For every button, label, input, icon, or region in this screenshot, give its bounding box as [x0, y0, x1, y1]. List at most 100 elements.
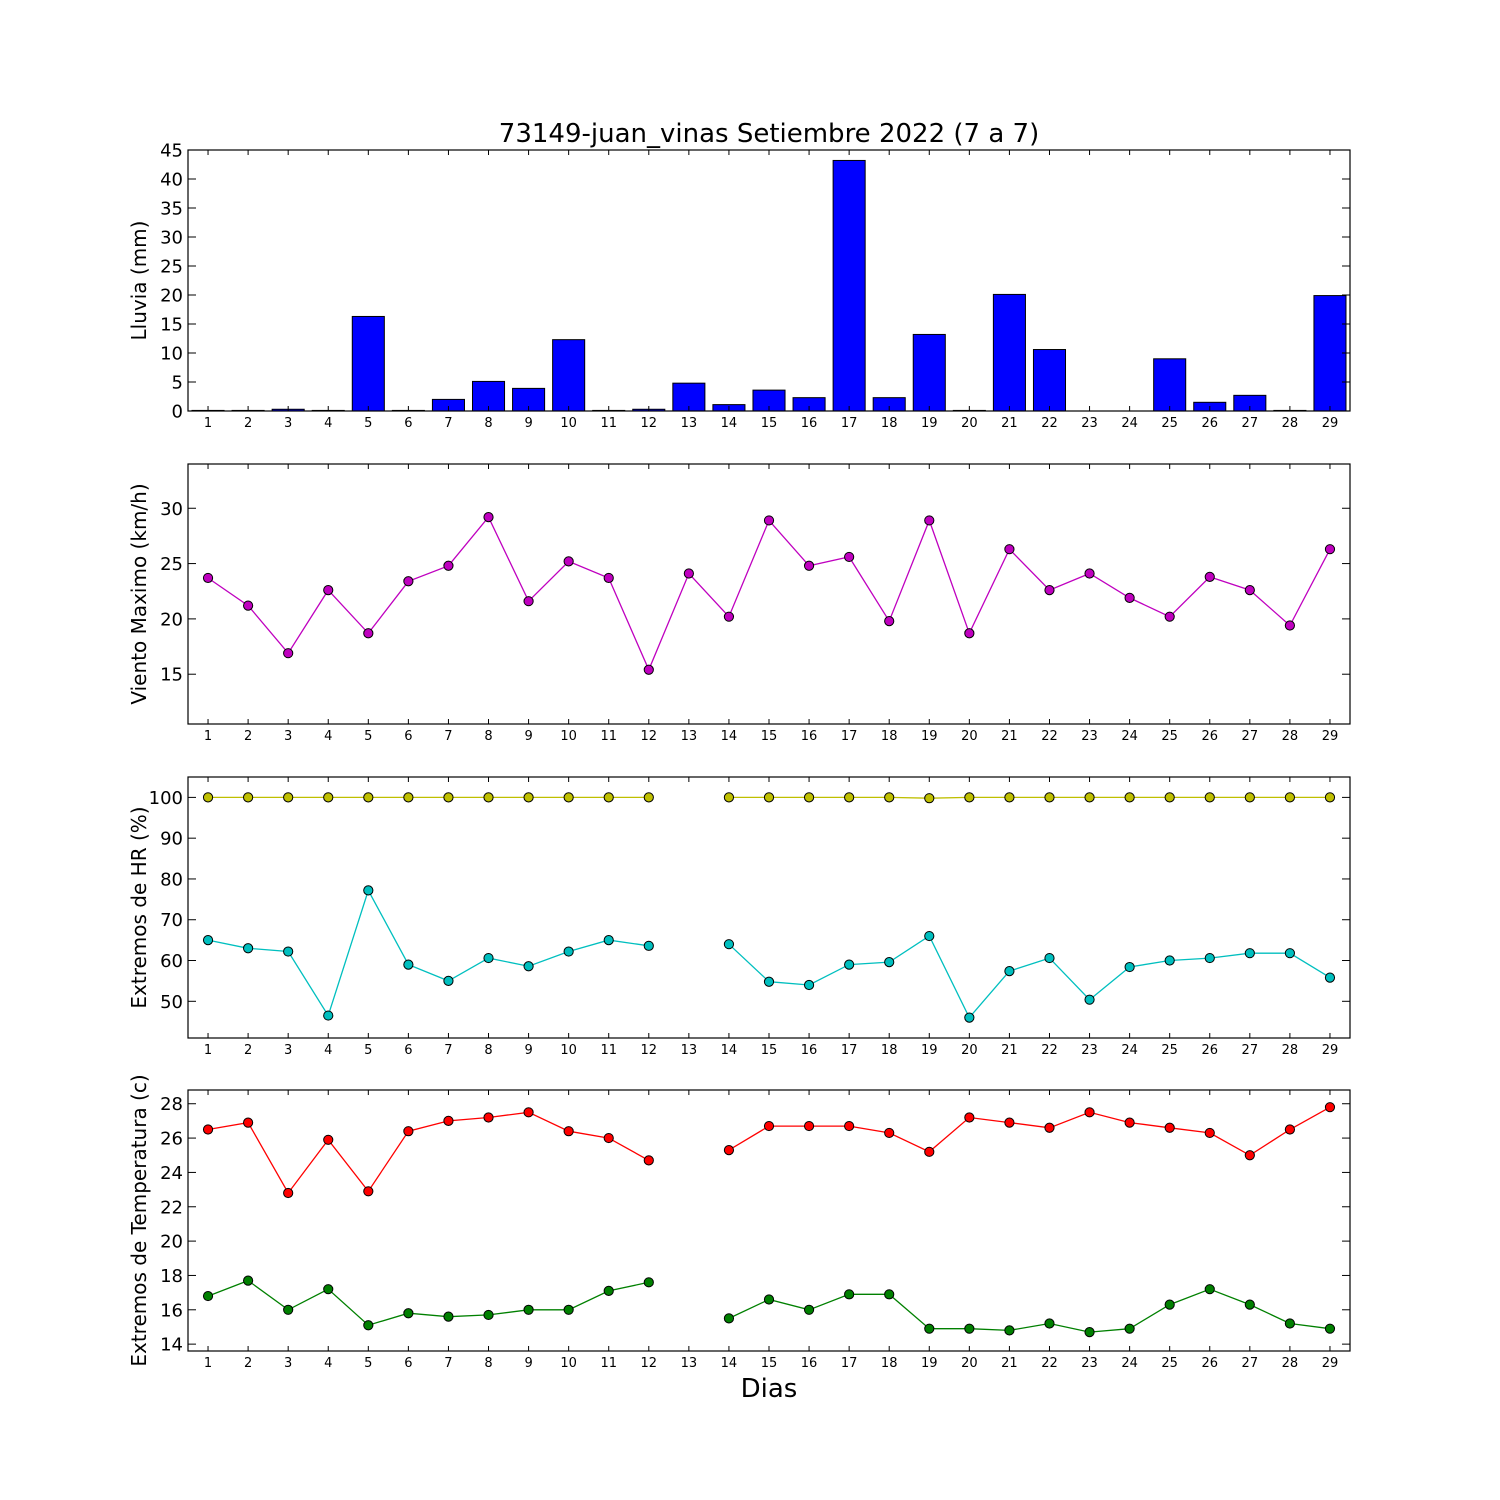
x-axis-label: Dias — [741, 1374, 798, 1404]
hr_min-point-day-4 — [323, 1010, 334, 1021]
rain-y-tick-label: 30 — [160, 228, 183, 249]
hr_min-point-day-16 — [803, 979, 815, 991]
temperature-x-tick-label: 26 — [1201, 1356, 1218, 1371]
temp_min-point-day-8 — [483, 1309, 494, 1321]
temperature-x-tick-label: 15 — [761, 1356, 778, 1371]
wind-x-tick-label: 27 — [1242, 729, 1259, 744]
rain-x-tick-label: 27 — [1242, 416, 1259, 431]
wind-point-day-20 — [964, 628, 975, 639]
humidity-x-tick-label: 10 — [560, 1043, 577, 1058]
rain-y-tick-label: 0 — [172, 402, 183, 423]
temp_min-point-day-15 — [763, 1294, 775, 1305]
wind-x-tick-label: 15 — [761, 729, 778, 744]
wind-y-tick-label: 25 — [160, 554, 183, 575]
wind-point-day-9 — [523, 596, 534, 607]
hr_min-point-day-8 — [483, 952, 494, 964]
hr_max-point-day-22 — [1044, 792, 1055, 803]
hr_min-point-day-17 — [844, 959, 855, 970]
temp_max-point-day-20 — [964, 1112, 975, 1123]
wind-point-day-28 — [1284, 620, 1295, 631]
rain-y-axis-label: Lluvia (mm) — [127, 221, 151, 341]
temp_min-line — [207, 1279, 1331, 1333]
wind-x-tick-label: 7 — [444, 729, 452, 744]
rain-y-tick-label: 40 — [160, 170, 183, 191]
humidity-x-tick-label: 15 — [761, 1043, 778, 1058]
temp_max-point-day-9 — [523, 1107, 534, 1118]
temperature-y-tick-label: 20 — [160, 1232, 183, 1253]
temp_min-point-day-9 — [523, 1304, 534, 1315]
rain-x-tick-label: 18 — [881, 416, 898, 431]
hr_max-point-day-5 — [363, 792, 374, 803]
wind-point-day-19 — [924, 515, 935, 526]
rain-y-tick-label: 35 — [160, 199, 183, 220]
hr_max-point-day-2 — [243, 792, 254, 803]
temp_max-point-day-23 — [1084, 1107, 1095, 1118]
rain-x-tick-label: 5 — [364, 416, 372, 431]
temperature-x-tick-label: 4 — [324, 1356, 332, 1371]
temperature-x-tick-label: 6 — [404, 1356, 412, 1371]
rain-y-tick-label: 45 — [160, 141, 183, 162]
humidity-x-tick-label: 6 — [404, 1043, 412, 1058]
temperature-x-tick-label: 2 — [244, 1356, 252, 1371]
temp_max-point-day-29 — [1324, 1102, 1336, 1113]
rain-bar-day-19 — [912, 333, 946, 412]
humidity-x-tick-label: 22 — [1041, 1043, 1058, 1058]
wind-point-day-26 — [1204, 571, 1215, 582]
rain-x-tick-label: 21 — [1001, 416, 1018, 431]
temp_max-point-day-26 — [1204, 1127, 1215, 1139]
wind-point-day-16 — [803, 560, 815, 571]
hr_min-point-day-15 — [763, 976, 775, 987]
hr_max-point-day-6 — [403, 792, 414, 803]
temp_max-point-day-16 — [803, 1120, 815, 1132]
humidity-x-tick-label: 19 — [921, 1043, 938, 1058]
temperature-x-tick-label: 9 — [524, 1356, 532, 1371]
temperature-x-tick-label: 1 — [204, 1356, 212, 1371]
temp_max-point-day-6 — [403, 1126, 414, 1137]
rain-x-tick-label: 17 — [841, 416, 858, 431]
wind-point-day-13 — [683, 568, 694, 579]
wind-x-tick-label: 9 — [524, 729, 532, 744]
humidity-y-tick-label: 50 — [160, 992, 183, 1013]
temp_max-point-day-12 — [643, 1155, 654, 1166]
rain-bar-day-29 — [1313, 295, 1347, 412]
hr_min-point-day-2 — [243, 943, 254, 954]
humidity-x-tick-label: 5 — [364, 1043, 372, 1058]
rain-y-tick-label: 5 — [172, 373, 183, 394]
hr_max-line — [208, 796, 1330, 799]
temp_max-point-day-15 — [763, 1120, 775, 1132]
hr_max-point-day-25 — [1164, 792, 1175, 803]
temperature-x-tick-label: 24 — [1121, 1356, 1138, 1371]
temperature-y-tick-label: 14 — [160, 1335, 183, 1356]
temp_min-point-day-16 — [803, 1304, 815, 1315]
rain-x-tick-label: 22 — [1041, 416, 1058, 431]
hr_min-point-day-25 — [1164, 955, 1175, 966]
humidity-x-tick-label: 14 — [721, 1043, 738, 1058]
temperature-x-tick-label: 29 — [1322, 1356, 1339, 1371]
wind-point-day-4 — [323, 585, 334, 596]
rain-x-tick-label: 13 — [681, 416, 698, 431]
temp_max-point-day-11 — [603, 1132, 614, 1144]
wind-x-tick-label: 21 — [1001, 729, 1018, 744]
temperature-x-tick-label: 8 — [484, 1356, 492, 1371]
temp_max-point-day-8 — [483, 1112, 494, 1123]
wind-y-tick-label: 20 — [160, 609, 183, 630]
temp_max-point-day-1 — [202, 1124, 214, 1135]
hr_min-point-day-28 — [1284, 948, 1295, 959]
wind-point-day-17 — [844, 551, 855, 563]
rain-x-tick-label: 25 — [1161, 416, 1178, 431]
temp_min-point-day-3 — [283, 1304, 294, 1315]
temp_max-point-day-3 — [283, 1187, 294, 1199]
wind-point-day-25 — [1164, 611, 1175, 622]
hr_min-point-day-14 — [723, 939, 735, 950]
hr_max-point-day-9 — [523, 792, 534, 803]
wind-x-tick-label: 20 — [961, 729, 978, 744]
humidity-x-tick-label: 26 — [1201, 1043, 1218, 1058]
temp_min-point-day-11 — [603, 1285, 614, 1297]
temperature-y-tick-label: 16 — [160, 1300, 183, 1321]
temperature-x-tick-label: 3 — [284, 1356, 292, 1371]
temperature-y-tick-label: 26 — [160, 1129, 183, 1150]
rain-x-tick-label: 7 — [444, 416, 452, 431]
humidity-x-tick-label: 11 — [600, 1043, 617, 1058]
humidity-y-tick-label: 100 — [149, 788, 183, 809]
temp_min-point-day-25 — [1164, 1299, 1175, 1310]
